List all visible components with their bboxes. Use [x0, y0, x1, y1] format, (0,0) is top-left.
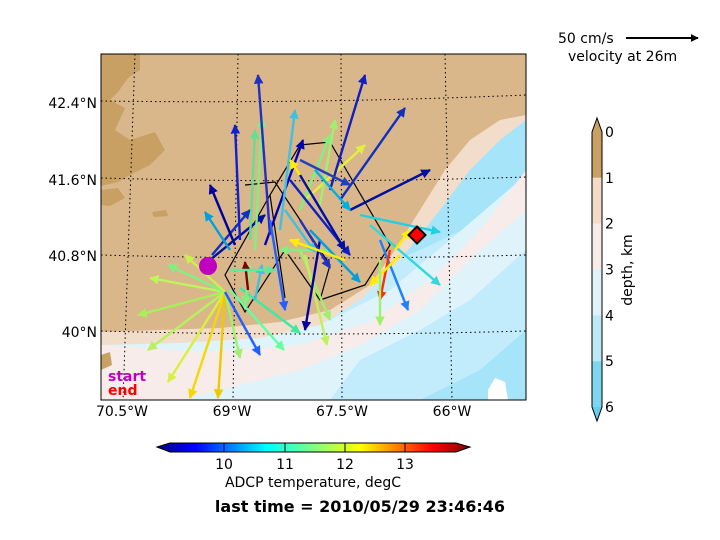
depth-colorbar-segment	[592, 177, 602, 224]
velocity-vector	[208, 184, 237, 246]
velocity-vector	[239, 287, 301, 334]
velocity-vector	[253, 74, 272, 236]
velocity-vector	[301, 239, 322, 331]
lon-tick: 66°W	[433, 404, 472, 420]
depth-colorbar-outline	[591, 116, 603, 423]
lat-tick: 40°N	[62, 325, 97, 341]
velocity-vector	[299, 158, 351, 187]
velocity-scale-label: 50 cm/s	[558, 31, 614, 47]
lat-tick-labels: 42.4°N 41.6°N 40.8°N 40°N	[48, 96, 97, 341]
velocity-vector	[359, 213, 441, 235]
temperature-tick-label: 11	[276, 457, 294, 473]
velocity-vector	[318, 119, 339, 206]
velocity-vector	[314, 169, 351, 211]
velocity-vector	[167, 263, 226, 294]
depth-colorbar-extend-bottom	[592, 407, 602, 421]
velocity-vector	[137, 290, 226, 318]
lon-tick: 69°W	[213, 404, 252, 420]
velocity-vector	[147, 291, 226, 351]
velocity-vector	[241, 261, 251, 291]
velocity-vector	[188, 291, 227, 399]
velocity-vector	[303, 254, 330, 346]
velocity-vector	[369, 224, 441, 286]
lon-tick: 67.5°W	[316, 404, 368, 420]
velocity-vector	[149, 274, 226, 294]
land-mass-3	[101, 352, 112, 370]
velocity-vector	[268, 219, 289, 311]
velocity-vector	[203, 211, 232, 251]
depth-band-2km	[101, 170, 526, 400]
velocity-vector	[298, 174, 347, 251]
temperature-colorbar-label: ADCP temperature, degC	[225, 475, 401, 491]
velocity-vector	[248, 129, 260, 241]
velocity-vector	[253, 117, 267, 251]
velocity-depth-label: velocity at 26m	[568, 49, 677, 65]
map-frame	[100, 53, 527, 401]
depth-tick-label: 1	[605, 171, 614, 187]
depth-tick-label: 6	[605, 400, 614, 416]
velocity-vector	[223, 291, 262, 356]
seamount	[488, 378, 508, 400]
survey-outline	[224, 141, 391, 314]
land-mass	[101, 54, 165, 186]
velocity-vector	[223, 291, 243, 359]
depth-tick-label: 0	[605, 125, 614, 141]
temperature-tick-label: 12	[336, 457, 354, 473]
last-time-label: last time = 2010/05/29 23:46:46	[215, 497, 505, 516]
land-mass-2	[101, 188, 125, 206]
velocity-vector	[328, 74, 368, 191]
velocity-vectors	[137, 74, 441, 399]
temperature-tick-label: 10	[215, 457, 233, 473]
velocity-vector	[298, 249, 332, 321]
velocity-vector	[369, 254, 401, 286]
temperature-tick-label: 13	[396, 457, 414, 473]
island	[152, 210, 168, 217]
end-label: end	[108, 383, 137, 399]
velocity-vector	[213, 291, 227, 399]
depth-colorbar-segment	[592, 269, 602, 316]
start-marker	[199, 257, 217, 275]
start-label: start	[108, 369, 146, 385]
depth-tick-label: 2	[605, 217, 614, 233]
temperature-colorbar-bar	[155, 442, 472, 453]
end-marker	[407, 225, 427, 245]
lat-tick: 40.8°N	[48, 249, 97, 265]
lat-tick: 42.4°N	[48, 96, 97, 112]
lat-tick: 41.6°N	[48, 173, 97, 189]
depth-colorbar: 0 1 2 3 4 5 6 depth, km	[591, 116, 636, 423]
velocity-vector	[278, 109, 299, 231]
depth-tick-label: 5	[605, 354, 614, 370]
velocity-vector	[230, 124, 242, 241]
velocity-vector	[376, 249, 392, 301]
velocity-vector	[229, 289, 285, 351]
depth-colorbar-segment	[592, 132, 602, 178]
depth-colorbar-segment	[592, 223, 602, 270]
velocity-vector	[284, 209, 316, 253]
temperature-colorbar: 10 11 12 13 ADCP temperature, degC	[155, 442, 472, 491]
velocity-vector	[289, 238, 346, 262]
lon-tick-labels: 70.5°W 69°W 67.5°W 66°W	[96, 404, 471, 420]
graticule	[101, 54, 526, 400]
depth-colorbar-extend-top	[592, 118, 602, 132]
depth-colorbar-segment	[592, 361, 602, 407]
velocity-vector	[166, 291, 227, 383]
depth-colorbar-label: depth, km	[620, 234, 636, 305]
velocity-vector	[349, 168, 431, 212]
depth-tick-label: 3	[605, 263, 614, 279]
depth-colorbar-segment	[592, 315, 602, 362]
velocity-vector	[378, 239, 410, 311]
map-panel: start end	[100, 53, 527, 401]
lon-tick: 70.5°W	[96, 404, 148, 420]
depth-tick-label: 4	[605, 308, 614, 324]
velocity-vector	[394, 229, 411, 251]
